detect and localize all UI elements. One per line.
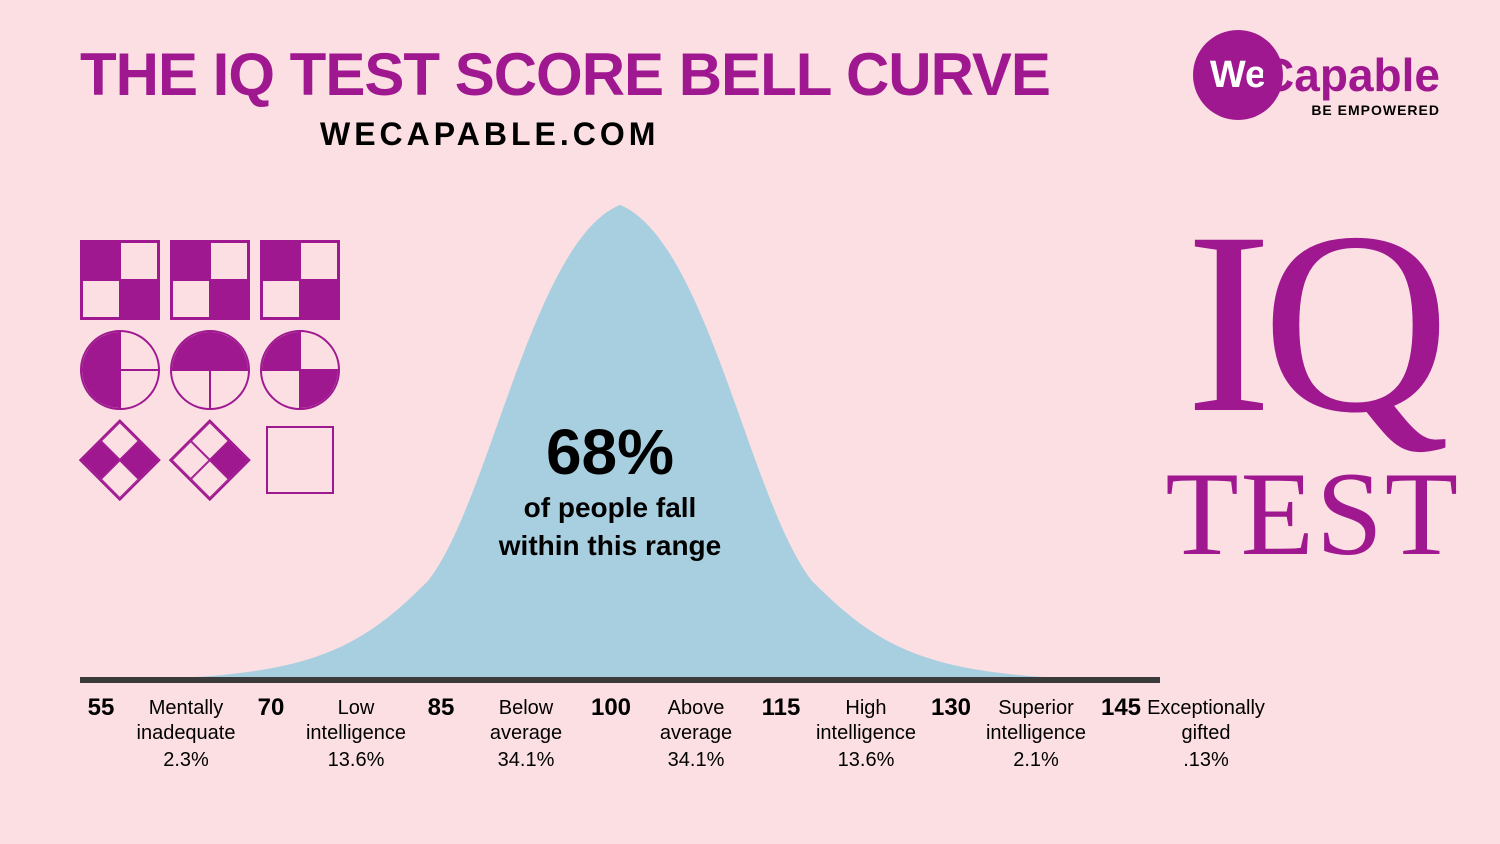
bell-sub-1: of people fall (450, 489, 770, 527)
bell-center-label: 68% of people fall within this range (450, 415, 770, 565)
logo-text: Capable (1261, 48, 1440, 102)
axis-tick: 130 (930, 694, 972, 722)
iq-text-line2: TEST (1165, 457, 1460, 571)
axis-tick: 100 (590, 694, 632, 722)
axis-tick: 55 (80, 694, 122, 722)
axis-category: Above average 34.1% (632, 694, 760, 773)
axis-category: High intelligence 13.6% (802, 694, 930, 773)
axis-tick: 145 (1100, 694, 1142, 722)
iq-text-line1: IQ (1165, 200, 1460, 447)
axis-category: Below average 34.1% (462, 694, 590, 773)
axis: 55 Mentally inadequate 2.3% 70 Low intel… (80, 694, 1270, 814)
axis-category: Mentally inadequate 2.3% (122, 694, 250, 773)
iq-test-label: IQ TEST (1165, 200, 1460, 571)
axis-tick: 115 (760, 694, 802, 722)
page-title: THE IQ TEST SCORE BELL CURVE (80, 40, 1050, 109)
bell-sub-2: within this range (450, 527, 770, 565)
axis-category: Superior intelligence 2.1% (972, 694, 1100, 773)
logo: We Capable BE EMPOWERED (1193, 30, 1440, 120)
axis-tick: 85 (420, 694, 462, 722)
axis-category: Exceptionally gifted .13% (1142, 694, 1270, 773)
page-subtitle: WECAPABLE.COM (320, 116, 659, 153)
axis-category: Low intelligence 13.6% (292, 694, 420, 773)
logo-tagline: BE EMPOWERED (1311, 102, 1440, 118)
bell-percent: 68% (450, 415, 770, 489)
axis-tick: 70 (250, 694, 292, 722)
